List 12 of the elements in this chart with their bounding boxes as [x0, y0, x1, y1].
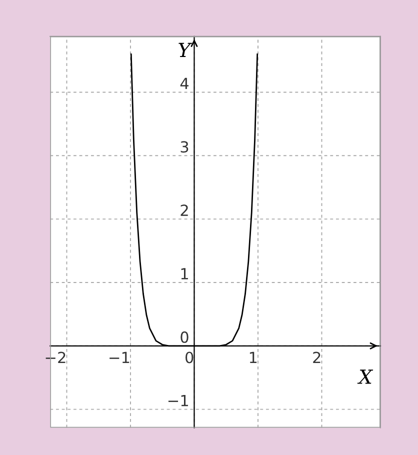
y-tick-label: 1	[181, 268, 188, 280]
y-axis-title: Y	[178, 42, 192, 58]
y-tick-label: 3	[180, 141, 188, 153]
y-tick-label: 4	[180, 78, 189, 90]
x-axis-title: X	[357, 370, 374, 384]
y-tick-label: 0	[180, 331, 188, 343]
x-tick-label: 1	[250, 352, 257, 364]
x-tick-label: −1	[110, 352, 130, 364]
x-tick-label: −2	[46, 352, 66, 364]
x-tick-label: 2	[313, 352, 320, 364]
y-tick-label: −1	[168, 394, 188, 406]
y-tick-label: 2	[180, 204, 188, 216]
